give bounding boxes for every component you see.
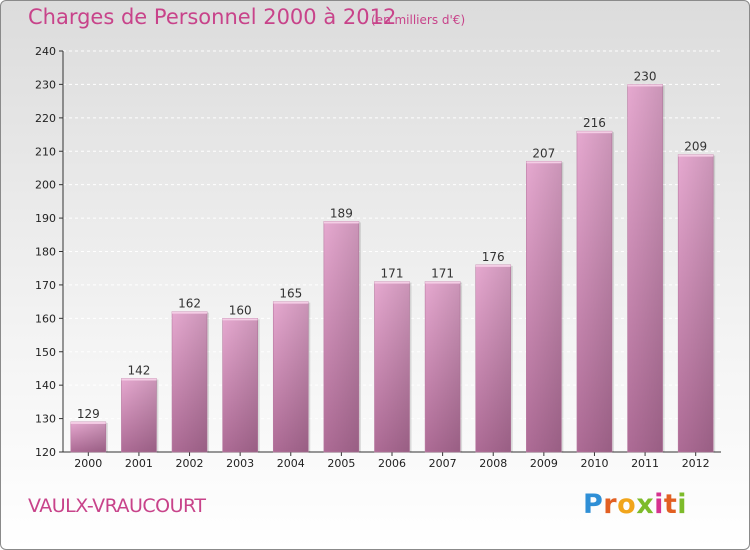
y-tick-label: 210 bbox=[35, 145, 56, 158]
x-tick-label: 2010 bbox=[580, 457, 608, 470]
x-tick-label: 2000 bbox=[74, 457, 102, 470]
bar-highlight bbox=[172, 311, 208, 314]
y-tick-label: 130 bbox=[35, 413, 56, 426]
bar-shade bbox=[425, 281, 461, 452]
x-tick-label: 2011 bbox=[631, 457, 659, 470]
data-label: 165 bbox=[279, 287, 302, 301]
axis-layer: 120 130 140 150 160 170 180 190 200 210 220 230 240 2… bbox=[35, 45, 721, 470]
data-label: 207 bbox=[532, 146, 555, 160]
bar-shade bbox=[222, 318, 258, 452]
data-label: 176 bbox=[482, 250, 505, 264]
bar-shade bbox=[70, 421, 106, 452]
x-tick-label: 2001 bbox=[125, 457, 153, 470]
data-label: 189 bbox=[330, 206, 353, 220]
y-tick-label: 220 bbox=[35, 112, 56, 125]
y-tick-label: 180 bbox=[35, 246, 56, 259]
data-label: 162 bbox=[178, 297, 201, 311]
y-tick-label: 140 bbox=[35, 379, 56, 392]
bar-layer bbox=[70, 84, 716, 453]
proxiti-logo: Proxiti bbox=[583, 489, 688, 520]
x-tick-label: 2006 bbox=[378, 457, 406, 470]
bar-highlight bbox=[222, 318, 258, 321]
bar-highlight bbox=[576, 131, 612, 134]
y-tick-label: 120 bbox=[35, 446, 56, 459]
y-tick-label: 200 bbox=[35, 179, 56, 192]
bar-highlight bbox=[121, 378, 157, 381]
bar-shade bbox=[172, 311, 208, 452]
bar-highlight bbox=[526, 161, 562, 164]
bar-shade bbox=[374, 281, 410, 452]
bar-shade bbox=[273, 301, 309, 452]
data-label: 171 bbox=[381, 267, 404, 281]
x-tick-label: 2009 bbox=[530, 457, 558, 470]
y-tick-label: 170 bbox=[35, 279, 56, 292]
bar-highlight bbox=[425, 281, 461, 284]
bar-highlight bbox=[323, 221, 359, 224]
label-layer: 129 142 162 160 165 189 171 171 176 207 216 230 209 bbox=[77, 69, 707, 421]
bar-shade bbox=[678, 154, 714, 452]
chart-title: Charges de Personnel 2000 à 2012 bbox=[28, 5, 397, 29]
bar-highlight bbox=[374, 281, 410, 284]
x-tick-label: 2005 bbox=[327, 457, 355, 470]
place-name: VAULX-VRAUCOURT bbox=[28, 495, 206, 517]
data-label: 209 bbox=[684, 140, 707, 154]
bar-highlight bbox=[273, 301, 309, 304]
x-tick-label: 2007 bbox=[429, 457, 457, 470]
x-tick-label: 2008 bbox=[479, 457, 507, 470]
bar-shade bbox=[627, 84, 663, 453]
chart-subtitle: (en milliers d'€) bbox=[371, 13, 466, 27]
data-label: 216 bbox=[583, 116, 606, 130]
y-tick-label: 240 bbox=[35, 45, 56, 58]
x-tick-label: 2012 bbox=[682, 457, 710, 470]
x-tick-label: 2002 bbox=[176, 457, 204, 470]
y-tick-label: 190 bbox=[35, 212, 56, 225]
y-tick-label: 230 bbox=[35, 78, 56, 91]
bar-highlight bbox=[678, 154, 714, 157]
y-tick-label: 150 bbox=[35, 346, 56, 359]
x-tick-label: 2004 bbox=[277, 457, 305, 470]
x-tick-label: 2003 bbox=[226, 457, 254, 470]
bar-shade bbox=[475, 264, 511, 452]
data-label: 142 bbox=[127, 363, 150, 377]
bar-shade bbox=[121, 378, 157, 452]
data-label: 129 bbox=[77, 407, 100, 421]
data-label: 230 bbox=[634, 69, 657, 83]
bar-shade bbox=[576, 131, 612, 452]
y-tick-label: 160 bbox=[35, 312, 56, 325]
data-label: 160 bbox=[229, 303, 252, 317]
bar-highlight bbox=[475, 264, 511, 267]
bar-shade bbox=[323, 221, 359, 452]
bar-highlight bbox=[70, 421, 106, 424]
data-label: 171 bbox=[431, 267, 454, 281]
bar-shade bbox=[526, 161, 562, 452]
bar-highlight bbox=[627, 84, 663, 87]
